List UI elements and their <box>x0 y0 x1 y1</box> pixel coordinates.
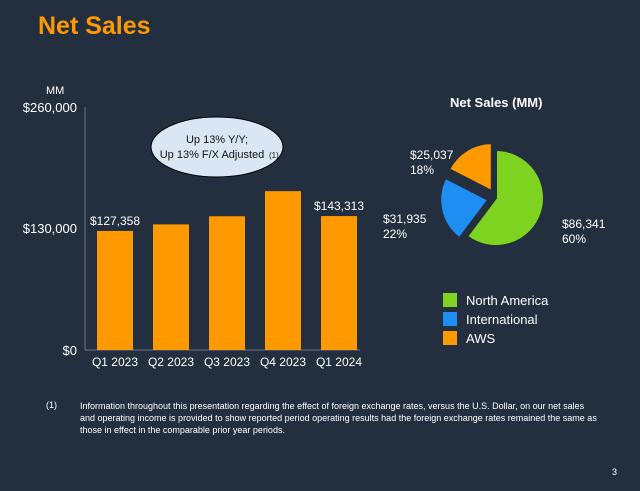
y-tick-label-0: $0 <box>63 343 77 358</box>
data-label-q1-2023: $127,358 <box>90 214 140 228</box>
callout-line-2: Up 13% F/X Adjusted <box>160 149 265 161</box>
callout-line-1: Up 13% Y/Y; <box>186 134 248 146</box>
data-label-q1-2024: $143,313 <box>314 199 364 213</box>
y-tick-label-1: $130,000 <box>23 221 77 236</box>
pie-percent-aws: 18% <box>410 163 435 177</box>
pie-value-north-america: $86,341 <box>562 217 606 231</box>
callout-footnote-ref: (1) <box>269 151 279 160</box>
legend-label-aws: AWS <box>466 330 496 346</box>
bar-q3-2023 <box>209 216 245 350</box>
bar-q2-2023 <box>153 224 189 350</box>
pie-slice-international <box>439 176 490 240</box>
bar-q1-2024 <box>321 216 357 350</box>
legend-label-north-america: North America <box>466 292 549 308</box>
legend-item-aws: AWS <box>443 329 548 347</box>
page-number: 3 <box>612 467 618 477</box>
x-tick-label-q3-2023: Q3 2023 <box>204 355 250 369</box>
legend-label-international: International <box>466 311 538 327</box>
x-tick-label-q4-2023: Q4 2023 <box>260 355 306 369</box>
svg-text:Up 13% F/X Adjusted: Up 13% F/X Adjusted <box>160 149 265 161</box>
pie-legend: North America International AWS <box>443 291 548 348</box>
legend-swatch-international <box>443 312 457 326</box>
footnote-text: Information throughout this presentation… <box>80 401 597 435</box>
pie-percent-north-america: 60% <box>562 232 587 246</box>
legend-item-north-america: North America <box>443 291 548 309</box>
pie-label-aws: $25,037 18% <box>410 148 453 178</box>
legend-item-international: International <box>443 310 548 328</box>
legend-swatch-north-america <box>443 293 457 307</box>
bar-q1-2023 <box>97 230 133 350</box>
footnote-marker: (1) <box>46 400 57 410</box>
pie-percent-international: 22% <box>383 227 408 241</box>
pie-slice-aws <box>447 142 493 193</box>
pie-label-north-america: $86,341 60% <box>562 217 605 247</box>
y-tick-label-2: $260,000 <box>23 100 77 115</box>
bar-q4-2023 <box>265 191 301 350</box>
x-tick-label-q1-2023: Q1 2023 <box>92 355 138 369</box>
pie-value-aws: $25,037 <box>410 148 454 162</box>
pie-chart-title: Net Sales (MM) <box>450 95 543 110</box>
legend-swatch-aws <box>443 331 457 345</box>
x-tick-label-q2-2023: Q2 2023 <box>148 355 194 369</box>
pie-value-international: $31,935 <box>383 212 427 226</box>
pie-slice-north-america <box>465 148 545 247</box>
x-tick-label-q1-2024: Q1 2024 <box>316 355 362 369</box>
callout-bubble <box>150 116 284 178</box>
pie-label-international: $31,935 22% <box>383 212 426 242</box>
page-title: Net Sales <box>38 12 151 40</box>
y-axis-unit-label: MM <box>46 85 65 97</box>
